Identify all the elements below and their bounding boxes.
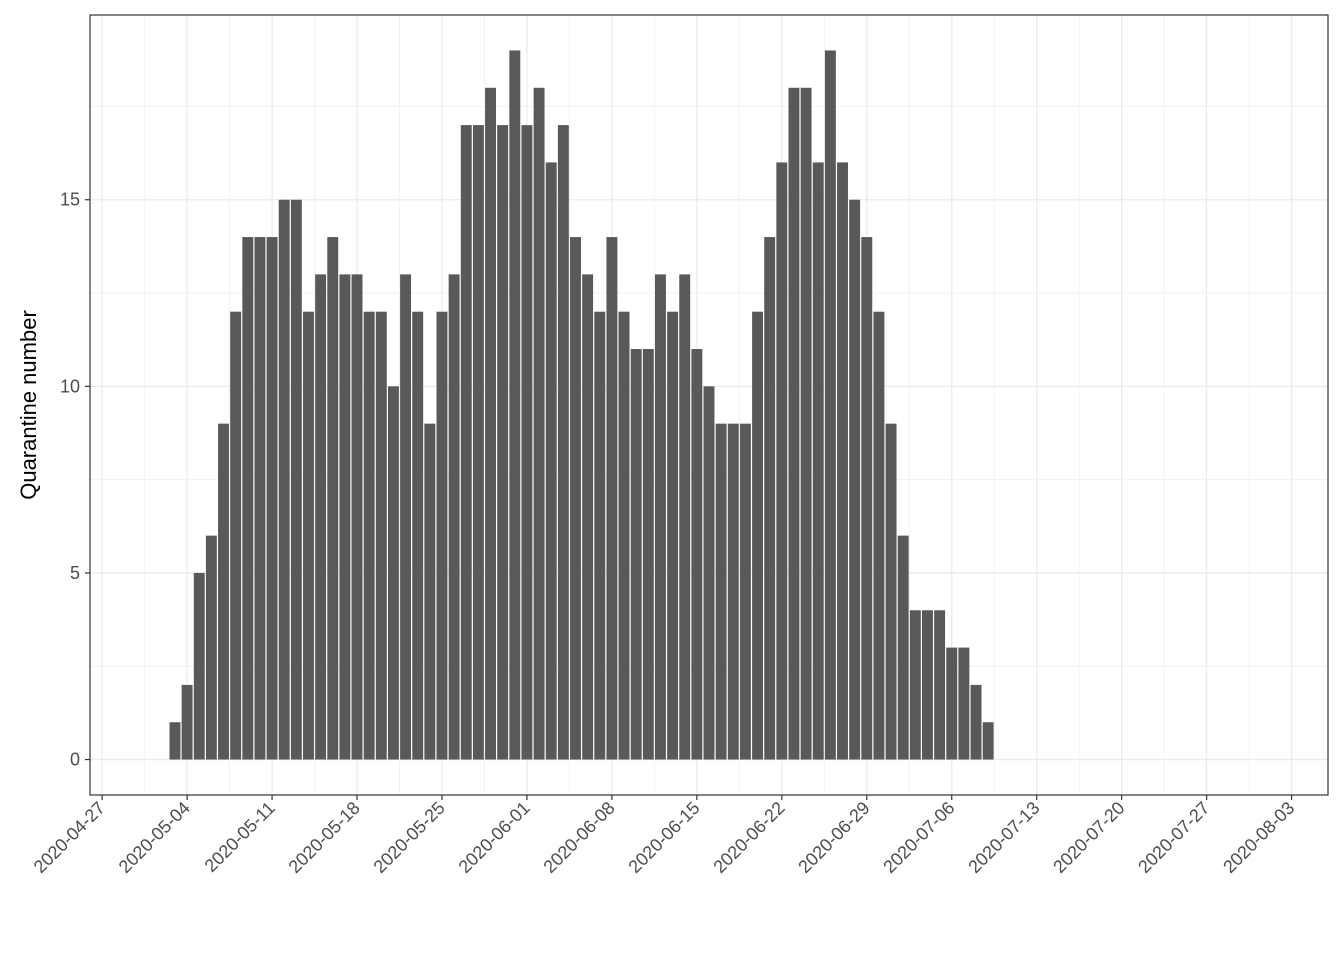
bar xyxy=(169,722,181,760)
bar xyxy=(752,311,764,760)
bar xyxy=(958,647,970,760)
bar xyxy=(800,87,812,760)
bar xyxy=(278,199,290,760)
bar xyxy=(824,50,836,760)
bar xyxy=(849,199,861,760)
bar xyxy=(557,125,569,760)
bar xyxy=(606,237,618,760)
bar xyxy=(545,162,557,760)
bar xyxy=(424,423,436,760)
bar xyxy=(242,237,254,760)
bar xyxy=(642,349,654,760)
bar xyxy=(460,125,472,760)
y-tick-label: 0 xyxy=(70,750,80,770)
bar xyxy=(715,423,727,760)
bar xyxy=(885,423,897,760)
bar xyxy=(290,199,302,760)
bar xyxy=(412,311,424,760)
bar xyxy=(739,423,751,760)
bar xyxy=(837,162,848,760)
bar xyxy=(497,125,509,760)
bar xyxy=(472,125,484,760)
bar xyxy=(303,311,314,760)
bar xyxy=(533,87,545,760)
bar xyxy=(266,237,278,760)
bar xyxy=(570,237,581,760)
bar xyxy=(897,535,909,760)
bar xyxy=(230,311,242,760)
bar xyxy=(679,274,691,760)
bar xyxy=(630,349,642,760)
bar xyxy=(776,162,788,760)
bar xyxy=(691,349,703,760)
bar xyxy=(861,237,873,760)
bar xyxy=(909,610,921,760)
bar xyxy=(363,311,375,760)
bar xyxy=(970,684,982,760)
bar xyxy=(205,535,217,760)
bar xyxy=(594,311,606,760)
bar xyxy=(351,274,363,760)
bar xyxy=(485,87,496,760)
bar xyxy=(873,311,885,760)
bar xyxy=(181,684,193,760)
bar xyxy=(812,162,824,760)
bar xyxy=(400,274,412,760)
bar xyxy=(618,311,630,760)
bar xyxy=(315,274,327,760)
panel-border xyxy=(89,14,1329,796)
bar xyxy=(727,423,739,760)
y-tick-label: 15 xyxy=(60,190,80,210)
bar xyxy=(339,274,351,760)
bar xyxy=(764,237,776,760)
y-axis-title: Quarantine number xyxy=(16,310,41,500)
bar xyxy=(193,572,205,760)
bar xyxy=(218,423,229,760)
bar xyxy=(946,647,958,760)
bar xyxy=(375,311,387,760)
bar xyxy=(934,610,946,760)
bar xyxy=(788,87,800,760)
bar xyxy=(509,50,521,760)
bar xyxy=(254,237,266,760)
y-tick-label: 5 xyxy=(70,563,80,583)
bar xyxy=(582,274,594,760)
bar xyxy=(387,386,399,760)
bar xyxy=(436,311,448,760)
bar xyxy=(327,237,339,760)
bar xyxy=(448,274,460,760)
bar xyxy=(922,610,933,760)
bar xyxy=(982,722,994,760)
bar xyxy=(521,125,533,760)
bar xyxy=(703,386,715,760)
y-tick-label: 10 xyxy=(60,376,80,396)
bar xyxy=(667,311,679,760)
bar xyxy=(654,274,666,760)
